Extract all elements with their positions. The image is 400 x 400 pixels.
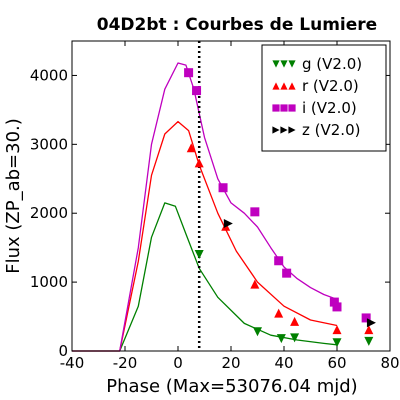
data-point xyxy=(218,183,228,193)
data-point xyxy=(332,338,342,348)
legend-marker xyxy=(288,82,296,90)
x-tick-label: 40 xyxy=(274,354,293,372)
x-axis-label: Phase (Max=53076.04 mjd) xyxy=(106,376,357,397)
legend-marker xyxy=(280,82,288,90)
y-axis-ticks: 0 1000 2000 3000 4000 xyxy=(30,66,390,360)
data-point xyxy=(250,207,260,217)
x-tick-label: 0 xyxy=(173,354,183,372)
legend-marker xyxy=(272,126,280,134)
x-tick-label: -20 xyxy=(113,354,138,372)
data-point xyxy=(282,268,292,278)
legend-marker xyxy=(272,104,280,112)
legend-marker xyxy=(272,60,280,68)
legend-marker xyxy=(288,104,296,112)
model-curve xyxy=(72,202,338,352)
data-point xyxy=(192,86,202,96)
data-points xyxy=(184,68,376,348)
data-point xyxy=(186,143,196,153)
data-point xyxy=(194,158,204,168)
data-point xyxy=(194,250,204,260)
data-point xyxy=(223,219,233,229)
x-tick-label: 80 xyxy=(380,354,399,372)
data-point xyxy=(274,256,284,266)
legend-label: i (V2.0) xyxy=(302,99,357,117)
data-point xyxy=(361,313,371,323)
legend: g (V2.0) r (V2.0) i (V2.0) z (V2.0) xyxy=(261,44,387,152)
legend-marker xyxy=(272,82,280,90)
legend-marker xyxy=(280,60,288,68)
x-axis-ticks: -40 -20 0 20 40 60 80 xyxy=(60,41,400,372)
legend-marker xyxy=(288,126,296,134)
model-curves xyxy=(72,62,338,352)
x-tick-label: 60 xyxy=(327,354,346,372)
y-tick-label: 3000 xyxy=(30,135,68,153)
data-point xyxy=(364,325,374,335)
legend-marker xyxy=(288,60,296,68)
data-point xyxy=(366,318,376,328)
legend-label: r (V2.0) xyxy=(302,77,359,95)
y-tick-label: 0 xyxy=(58,342,68,360)
data-point xyxy=(250,279,260,289)
data-point xyxy=(184,68,194,78)
legend-label: g (V2.0) xyxy=(302,55,362,73)
data-point xyxy=(364,336,374,346)
data-point xyxy=(329,297,339,307)
data-point xyxy=(253,327,262,337)
y-tick-label: 4000 xyxy=(30,66,68,84)
data-point xyxy=(332,302,342,312)
data-point xyxy=(332,325,342,335)
legend-marker xyxy=(280,126,288,134)
y-tick-label: 2000 xyxy=(30,204,68,222)
x-tick-label: -40 xyxy=(60,354,85,372)
legend-marker xyxy=(280,104,288,112)
data-point xyxy=(290,333,300,343)
data-point xyxy=(276,334,286,344)
chart-title: 04D2bt : Courbes de Lumiere xyxy=(97,15,377,35)
y-axis-label: Flux (ZP_ab=30.) xyxy=(3,118,24,274)
model-curve xyxy=(72,62,338,352)
data-point xyxy=(274,308,284,318)
data-point xyxy=(290,316,300,326)
model-curve xyxy=(72,120,338,352)
x-tick-label: 20 xyxy=(221,354,240,372)
legend-label: z (V2.0) xyxy=(302,121,360,139)
y-tick-label: 1000 xyxy=(30,273,68,291)
